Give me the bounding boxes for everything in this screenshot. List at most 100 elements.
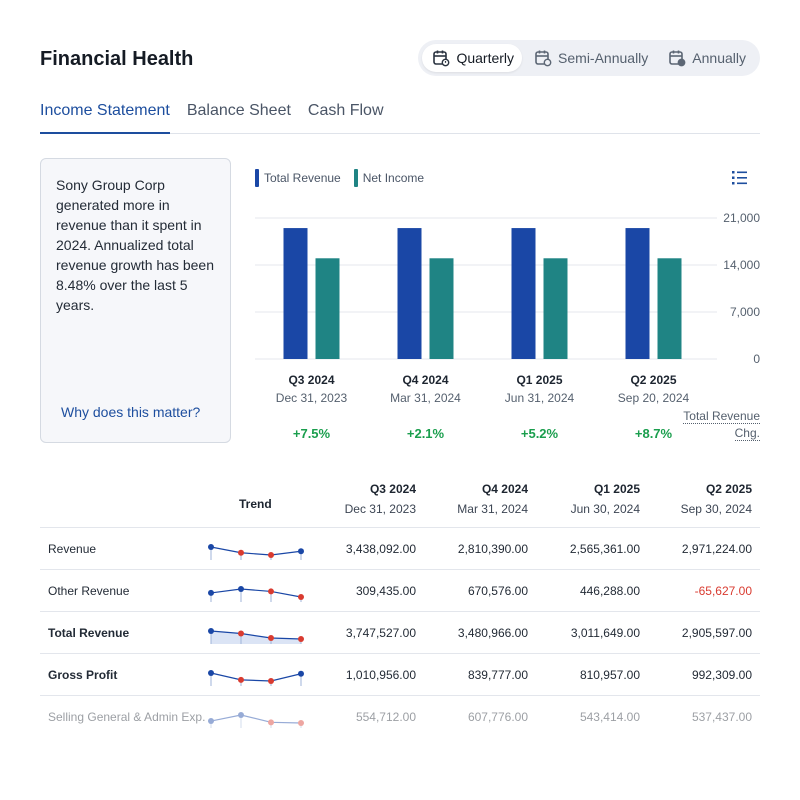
period-annually-button[interactable]: Annually [658,44,754,72]
table-row: Other Revenue 309,435.00 670,576.00 446,… [40,570,760,612]
calendar-icon [535,50,552,67]
x-tick-label: Q3 2024 [288,373,334,387]
y-tick-label: 14,000 [723,258,760,272]
column-date: Dec 31, 2023 [344,502,416,516]
legend-label: Total Revenue [264,171,341,185]
row-value: 309,435.00 [355,584,416,598]
column-date: Sep 30, 2024 [680,502,752,516]
trend-sparkline [208,586,304,602]
x-tick-date: Sep 20, 2024 [618,391,690,405]
sparkline-point [208,589,214,596]
calendar-icon [433,50,450,67]
x-tick-label: Q4 2024 [402,373,448,387]
chart-legend: Total Revenue Net Income [255,169,437,187]
bar-total-revenue [625,228,650,359]
row-value: 1,010,956.00 [345,668,416,682]
header: Financial Health Quarterly Semi-Annually… [40,40,760,76]
bar-net-income [315,258,340,359]
legend-swatch [255,169,259,187]
bar-net-income [657,258,682,359]
sparkline-point [298,548,304,555]
sparkline-point [268,678,274,684]
sparkline-point [298,636,304,642]
row-label: Total Revenue [48,625,130,640]
row-value: 992,309.00 [691,668,752,682]
period-quarterly-button[interactable]: Quarterly [422,44,523,72]
legend-swatch [353,169,358,187]
trend-sparkline [208,628,304,644]
list-view-icon[interactable] [730,169,750,187]
bar-net-income [543,258,568,359]
calendar-icon [669,50,686,67]
revenue-change-label: +2.1% [407,426,445,441]
column-quarter: Q4 2024 [481,482,528,496]
sparkline-point [238,630,244,637]
tab-income-statement[interactable]: Income Statement [40,100,170,134]
page-title: Financial Health [40,48,194,70]
bar-total-revenue [511,228,536,359]
period-label: Quarterly [456,50,515,66]
column-quarter: Q2 2025 [705,482,752,496]
legend-label: Net Income [362,171,425,185]
row-label: Other Revenue [48,583,130,598]
income-statement-table: Trend Q3 2024 Dec 31, 2023 Q4 2024 Mar 31,… [40,470,760,738]
period-label: Semi-Annually [558,50,649,66]
row-value: 3,480,966.00 [457,626,528,640]
total-revenue-change-label[interactable]: Total Revenue Chg. [678,408,760,442]
x-tick-date: Jun 31, 2024 [505,391,575,405]
sparkline-point [298,594,304,600]
trend-header: Trend [239,497,272,511]
trend-sparkline [208,670,304,686]
sparkline-point [298,670,304,677]
x-tick-label: Q2 2025 [630,373,676,387]
row-value: 670,576.00 [467,584,528,598]
table-header: Trend Q3 2024 Dec 31, 2023 Q4 2024 Mar 31,… [40,470,760,528]
column-date: Jun 30, 2024 [570,502,640,516]
table-row: Revenue 3,438,092.00 2,810,390.00 2,565,… [40,528,760,570]
sparkline-point [238,586,244,592]
sparkline-point [268,588,274,595]
table-row: Selling General & Admin Exp. 554,712.00 … [40,696,760,738]
why-does-this-matter-link[interactable]: Why does this matter? [61,404,201,420]
sparkline-line [210,630,302,640]
tab-cash-flow[interactable]: Cash Flow [307,102,384,119]
row-value: 2,565,361.00 [569,542,640,556]
revenue-change-label: +5.2% [521,426,559,441]
x-tick-label: Q1 2025 [516,373,562,387]
row-label: Selling General & Admin Exp. [48,709,206,724]
sparkline-point [208,628,214,634]
y-tick-label: 7,000 [730,305,760,319]
column-header: Q1 2025 Jun 30, 2024 [530,479,640,519]
sparkline-point [208,670,214,676]
row-label: Revenue [48,541,97,556]
column-header: Q4 2024 Mar 31, 2024 [418,479,528,519]
tab-balance-sheet[interactable]: Balance Sheet [186,102,291,119]
sparkline-area [211,631,301,644]
bar-net-income [429,258,454,359]
row-value: 3,011,649.00 [570,626,640,640]
row-value: 839,777.00 [467,668,528,682]
trend-sparkline [208,712,304,728]
period-label: Annually [692,50,746,66]
sparkline-point [208,544,214,550]
period-semi-annually-button[interactable]: Semi-Annually [524,44,656,72]
summary-text: Sony Group Corp generated more in revenu… [56,177,214,313]
row-value: 446,288.00 [579,584,640,598]
bar-total-revenue [283,228,308,359]
table-row: Gross Profit 1,010,956.00 839,777.00 810… [40,654,760,696]
sparkline-point [238,676,244,683]
legend-item-total-revenue[interactable]: Total Revenue [255,169,341,187]
row-value: 3,747,527.00 [345,626,416,640]
legend-item-net-income[interactable]: Net Income [353,169,425,187]
trend-sparkline [208,544,304,560]
change-label-text: Total Revenue Chg. [683,409,760,441]
sparkline-line [210,588,302,598]
y-tick-label: 21,000 [723,211,760,225]
x-tick-date: Dec 31, 2023 [276,391,348,405]
column-header: Q2 2025 Sep 30, 2024 [642,479,752,519]
sparkline-line [210,672,302,682]
column-header: Q3 2024 Dec 31, 2023 [306,479,416,519]
y-tick-label: 0 [753,352,760,366]
sparkline-point [268,719,274,726]
revenue-bar-chart: 21,000 14,000 7,000 0 Q3 2024 Dec 31, 2023 +7.… [255,211,760,441]
